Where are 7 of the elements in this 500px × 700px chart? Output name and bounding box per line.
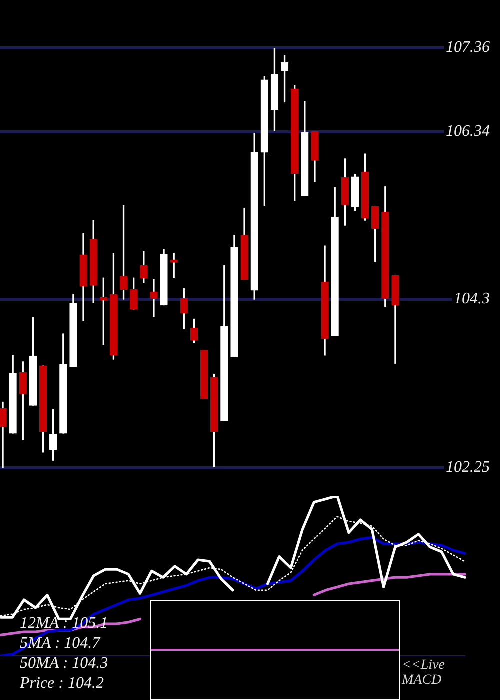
annotation: 50MA : 104.3 [20, 654, 108, 674]
text: <<Live MACD [402, 658, 446, 688]
y-tick-label: 107.36 [446, 39, 490, 56]
y-tick-label: 104.3 [454, 290, 490, 308]
y-tick-label: 106.34 [446, 123, 490, 140]
y-tick-label: 102.25 [446, 459, 490, 476]
text: Price : 104.2 [20, 674, 104, 694]
